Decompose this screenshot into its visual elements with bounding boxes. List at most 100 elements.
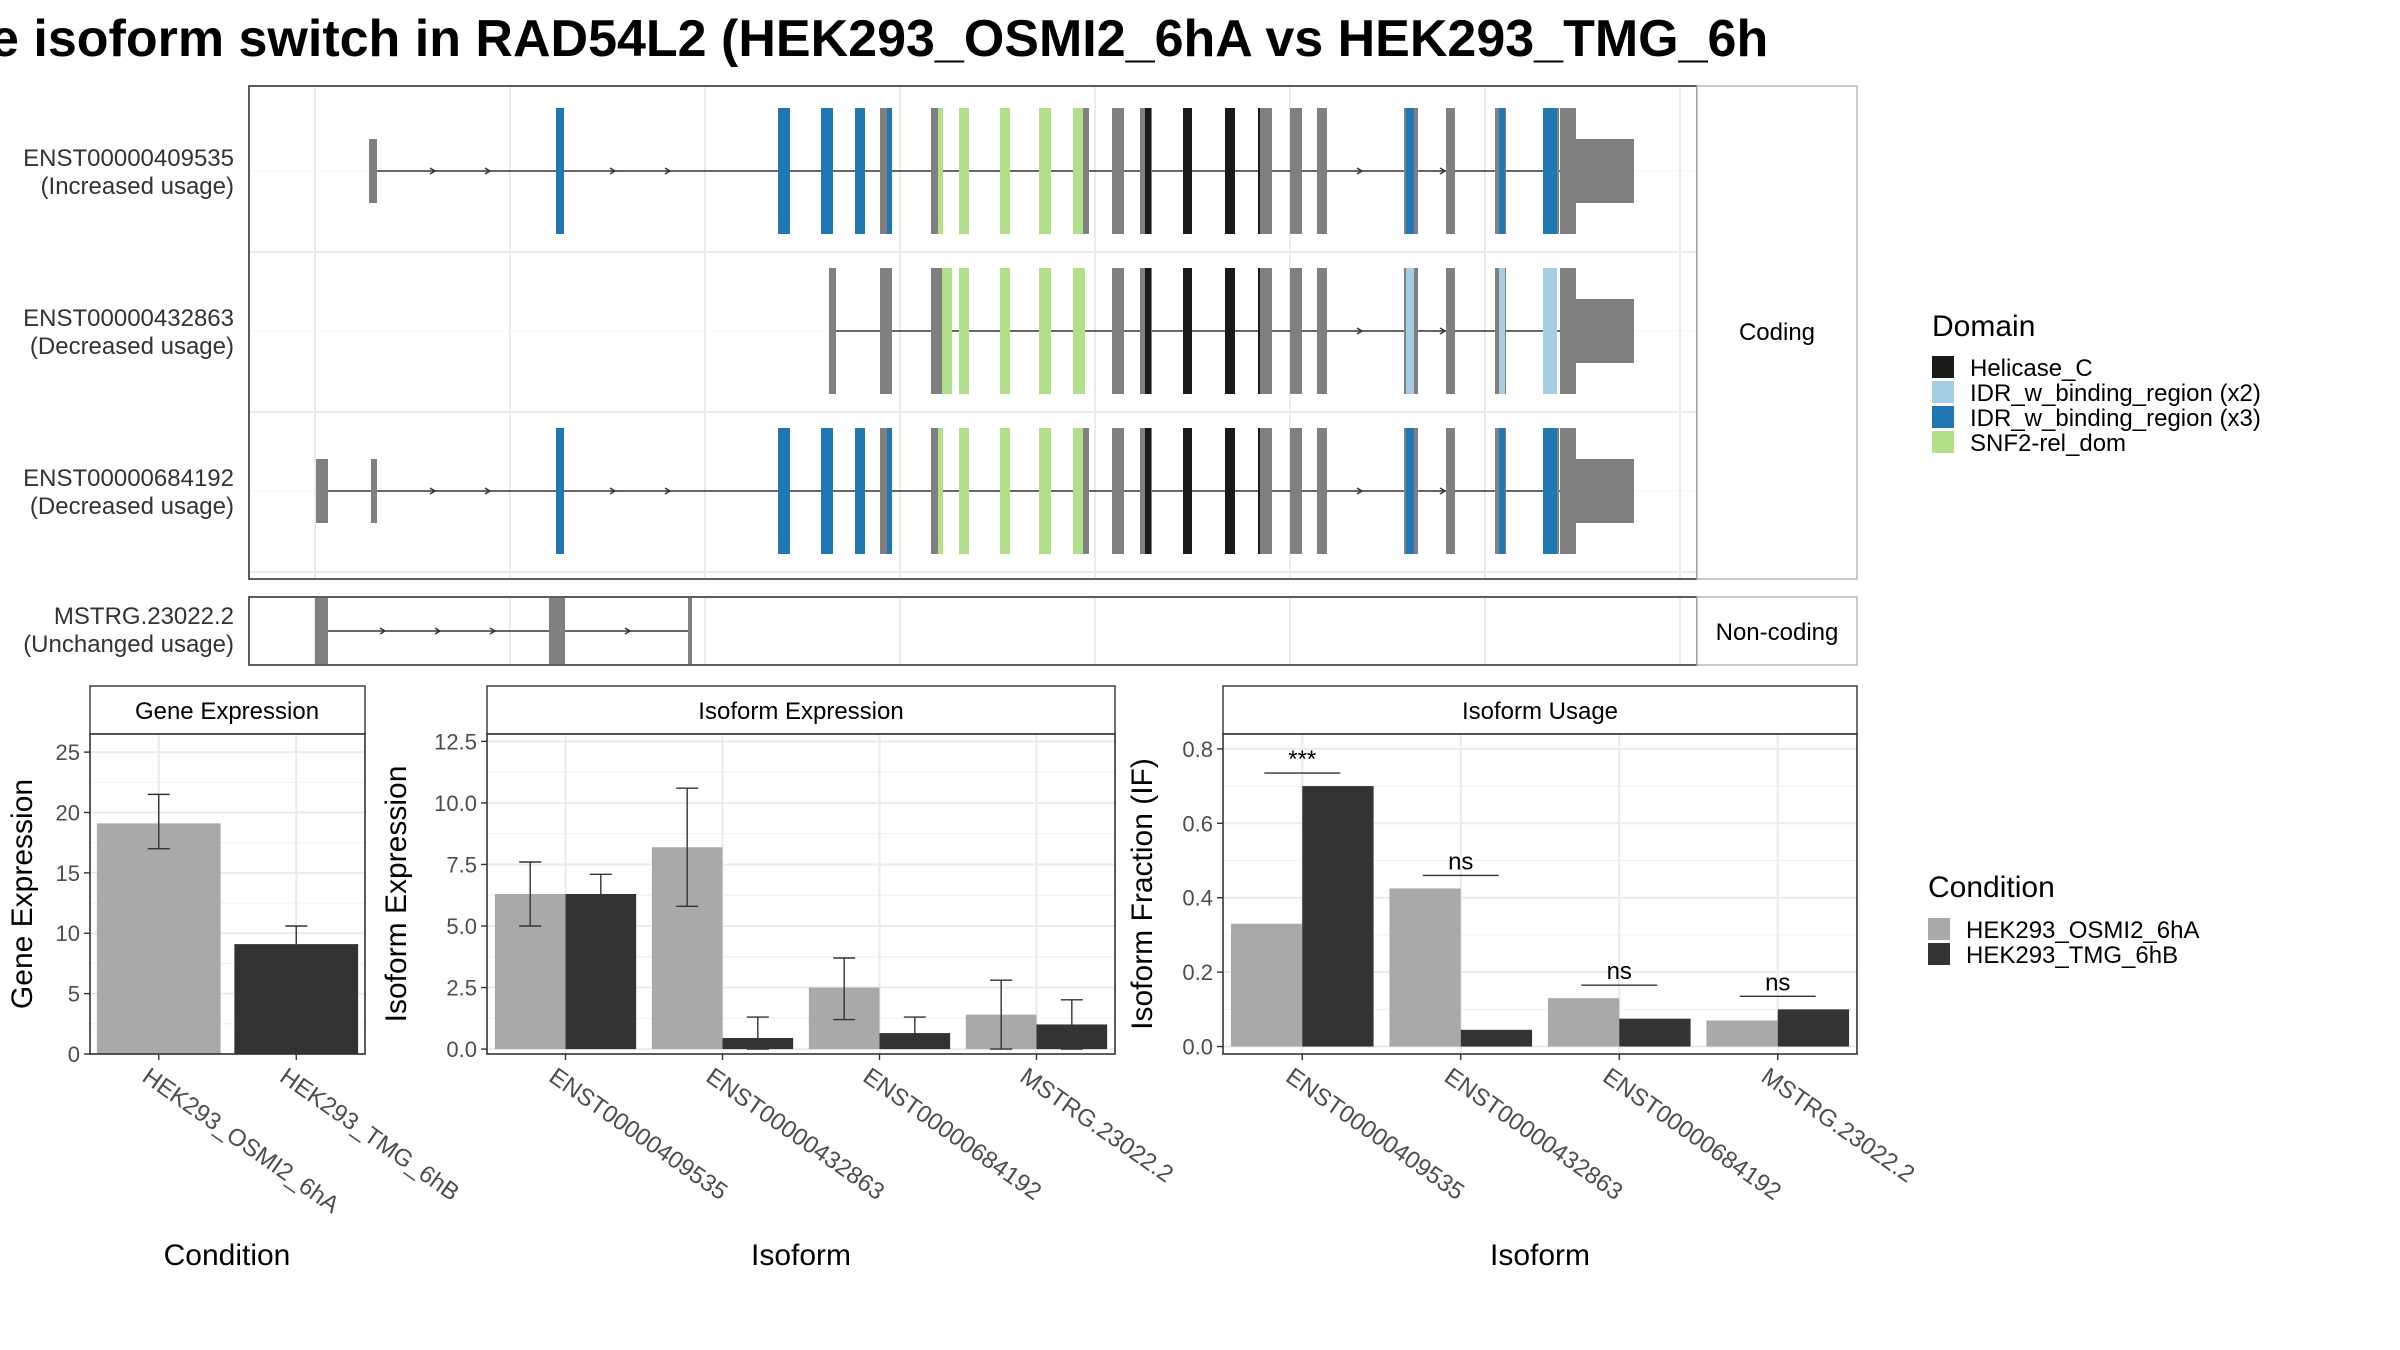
exon-block xyxy=(1000,268,1010,394)
y-tick-label: 2.5 xyxy=(446,976,477,1001)
exon-block xyxy=(556,108,564,234)
exon-block xyxy=(1446,108,1455,234)
exon-block xyxy=(959,108,969,234)
exon-block xyxy=(1225,268,1235,394)
exon-block xyxy=(938,428,943,554)
bar xyxy=(234,944,359,1054)
exon-block xyxy=(1499,428,1505,554)
y-tick-label: 15 xyxy=(56,861,80,886)
utr-exon xyxy=(371,459,377,523)
y-tick-label: 0 xyxy=(68,1042,80,1067)
coding-panel-frame xyxy=(248,85,1698,580)
utr-exon xyxy=(1570,139,1634,203)
exon-block xyxy=(1000,108,1010,234)
exon-block xyxy=(880,268,892,394)
legend-label-idr-x2: IDR_w_binding_region (x2) xyxy=(1970,380,2261,407)
bar xyxy=(1777,1009,1850,1047)
bar xyxy=(1547,998,1620,1047)
strand-arrow xyxy=(624,627,632,635)
legend-swatch-helicase xyxy=(1932,356,1954,378)
isoform-expression-panel-title: Isoform Expression xyxy=(698,698,903,725)
strand-arrow xyxy=(1439,487,1447,495)
y-tick-label: 0.2 xyxy=(1182,960,1213,985)
y-tick-label: 25 xyxy=(56,740,80,765)
bar xyxy=(1302,786,1374,1047)
strand-arrow xyxy=(1356,167,1364,175)
facet-label-coding: Coding xyxy=(1739,319,1815,346)
transcript-usage-label: (Increased usage) xyxy=(41,173,234,200)
exon-block xyxy=(931,108,941,234)
utr-exon xyxy=(1570,459,1634,523)
significance-label: ns xyxy=(1607,958,1632,985)
strand-arrow xyxy=(484,487,492,495)
exon-block xyxy=(778,108,790,234)
exon-block xyxy=(1260,428,1272,554)
exon-block xyxy=(1543,108,1557,234)
isoform-expression-x-title: Isoform xyxy=(751,1239,851,1272)
transcript-usage-label: (Decreased usage) xyxy=(30,493,234,520)
exon-block xyxy=(1290,108,1302,234)
exon-block xyxy=(855,428,865,554)
exon-block xyxy=(1039,428,1051,554)
isoform-expression-y-title: Isoform Expression xyxy=(380,766,413,1023)
exon-block xyxy=(959,268,969,394)
exon-block xyxy=(1112,428,1124,554)
exon-block xyxy=(1290,428,1302,554)
legend-swatch-osmi2 xyxy=(1928,918,1950,940)
y-tick-label: 0.0 xyxy=(1182,1035,1213,1060)
exon-block xyxy=(1145,108,1151,234)
strand-arrow xyxy=(1439,167,1447,175)
bar xyxy=(565,894,637,1050)
exon-block xyxy=(855,108,865,234)
strand-arrow xyxy=(379,627,387,635)
facet-strip-coding xyxy=(1696,85,1858,580)
significance-label: *** xyxy=(1288,746,1316,773)
significance-label: ns xyxy=(1448,848,1473,875)
y-tick-label: 5.0 xyxy=(446,914,477,939)
exon-block xyxy=(1145,268,1151,394)
legend-swatch-tmg xyxy=(1928,943,1950,965)
strand-arrow xyxy=(664,167,672,175)
exon-block xyxy=(1290,268,1302,394)
exon-block xyxy=(778,428,790,554)
utr-exon xyxy=(1570,299,1634,363)
exon-block xyxy=(1406,108,1414,234)
exon-block xyxy=(1225,108,1235,234)
exon-block xyxy=(1183,428,1192,554)
y-tick-label: 0.8 xyxy=(1182,737,1213,762)
coding-transcript-tracks xyxy=(316,108,1634,554)
transcript-id-label: MSTRG.23022.2 xyxy=(54,603,234,630)
domain-legend: Domain Helicase_C IDR_w_binding_region (… xyxy=(1932,310,2261,457)
noncoding-transcript-track xyxy=(315,598,692,664)
exon-block xyxy=(1406,428,1414,554)
strand-arrow xyxy=(429,167,437,175)
condition-legend-title: Condition xyxy=(1928,871,2055,904)
gene-expression-frame xyxy=(89,733,366,1055)
exon-block xyxy=(1083,428,1089,554)
strand-arrow xyxy=(664,487,672,495)
isoform-usage-y-title: Isoform Fraction (IF) xyxy=(1126,758,1159,1030)
bar xyxy=(1706,1020,1778,1047)
exon-block xyxy=(1317,108,1327,234)
transcript-usage-label: (Unchanged usage) xyxy=(23,631,234,658)
exon-block xyxy=(931,428,941,554)
gene-expression-panel-title: Gene Expression xyxy=(135,698,319,725)
facet-strip-noncoding xyxy=(1696,596,1858,666)
isoform-usage-x-title: Isoform xyxy=(1490,1239,1590,1272)
bar xyxy=(1460,1029,1533,1047)
y-tick-label: 0.6 xyxy=(1182,811,1213,836)
y-tick-label: 12.5 xyxy=(434,729,477,754)
exon-block xyxy=(1260,108,1272,234)
exon-block xyxy=(1000,428,1010,554)
exon-block xyxy=(1112,108,1124,234)
y-tick-label: 5 xyxy=(68,982,80,1007)
exon-block xyxy=(959,428,969,554)
exon-block xyxy=(1039,268,1051,394)
significance-label: ns xyxy=(1765,969,1790,996)
strand-arrow xyxy=(429,487,437,495)
legend-swatch-idr-x2 xyxy=(1932,381,1954,403)
legend-label-snf2: SNF2-rel_dom xyxy=(1970,430,2126,457)
y-tick-label: 0.4 xyxy=(1182,886,1213,911)
exon-block xyxy=(1317,428,1327,554)
